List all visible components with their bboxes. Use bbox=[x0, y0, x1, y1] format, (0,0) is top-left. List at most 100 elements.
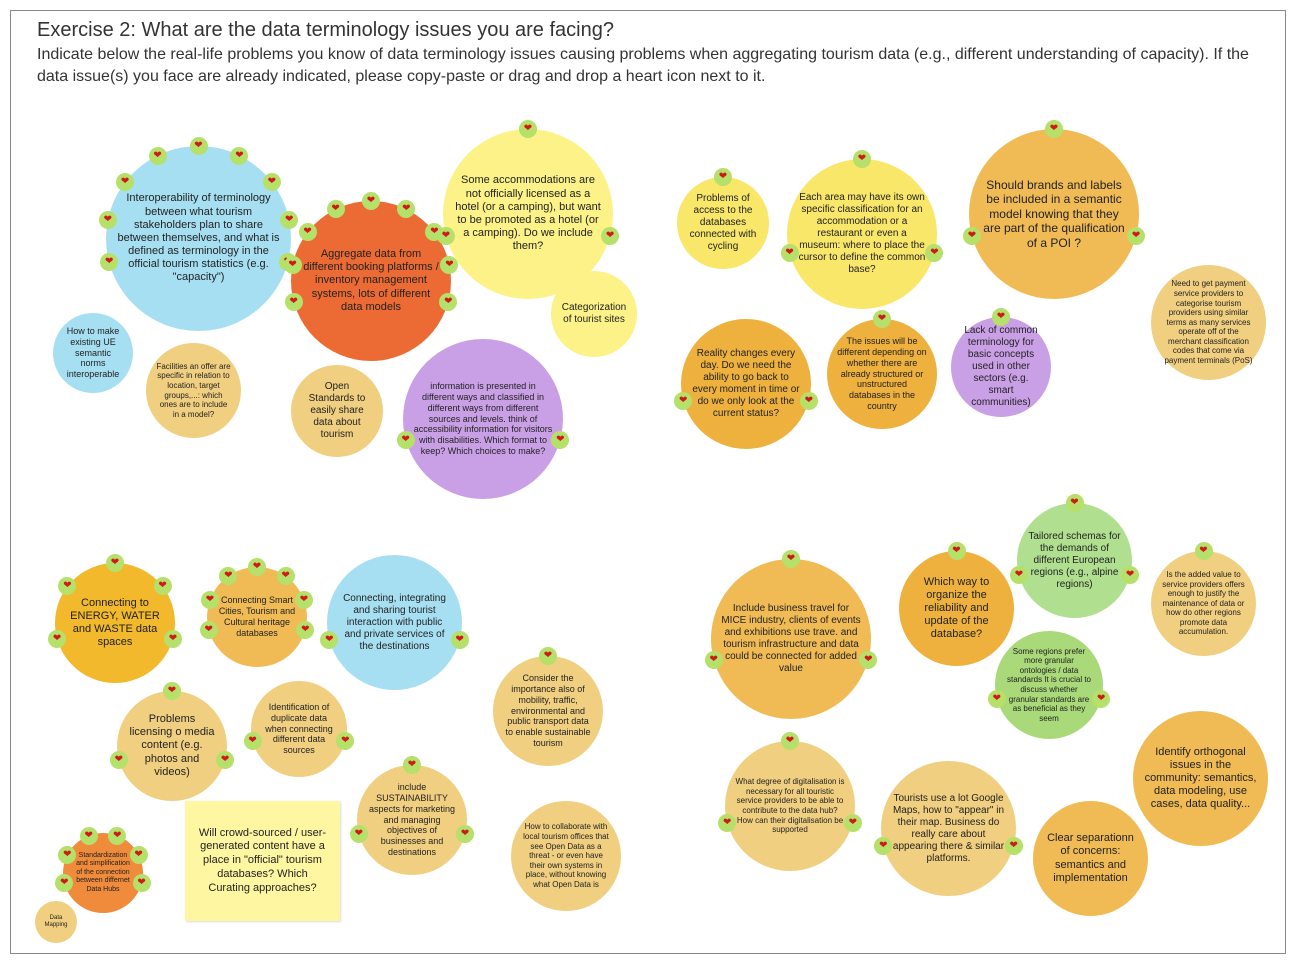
heart-icon[interactable] bbox=[154, 577, 172, 595]
bubble-reality-changes[interactable]: Reality changes every day. Do we need th… bbox=[681, 319, 811, 449]
bubble-duplicate-data[interactable]: Identification of duplicate data when co… bbox=[251, 681, 347, 777]
bubble-mobility-env-data[interactable]: Consider the importance also of mobility… bbox=[493, 656, 603, 766]
heart-icon[interactable] bbox=[992, 308, 1010, 326]
heart-icon[interactable] bbox=[539, 647, 557, 665]
heart-icon[interactable] bbox=[285, 293, 303, 311]
bubble-text: Clear separationn of concerns: semantics… bbox=[1043, 832, 1138, 885]
heart-icon[interactable] bbox=[1066, 494, 1084, 512]
heart-icon[interactable] bbox=[963, 227, 981, 245]
bubble-added-value-service[interactable]: Is the added value to service providers … bbox=[1151, 551, 1256, 656]
bubble-granular-ontologies[interactable]: Some regions prefer more granular ontolo… bbox=[995, 631, 1103, 739]
heart-icon[interactable] bbox=[873, 310, 891, 328]
heart-icon[interactable] bbox=[439, 293, 457, 311]
bubble-facilities[interactable]: Facilities an offer are specific in rela… bbox=[146, 343, 241, 438]
bubble-categorization-sites[interactable]: Categorization of tourist sites bbox=[551, 271, 637, 357]
heart-icon[interactable] bbox=[437, 227, 455, 245]
heart-icon[interactable] bbox=[988, 690, 1006, 708]
heart-icon[interactable] bbox=[48, 630, 66, 648]
heart-icon[interactable] bbox=[200, 621, 218, 639]
bubble-brands-labels[interactable]: Should brands and labels be included in … bbox=[969, 129, 1139, 299]
bubble-open-standards[interactable]: Open Standards to easily share data abou… bbox=[291, 365, 383, 457]
bubble-ue-norms[interactable]: How to make existing UE semantic norms i… bbox=[53, 313, 133, 393]
heart-icon[interactable] bbox=[244, 732, 262, 750]
heart-icon[interactable] bbox=[1121, 566, 1139, 584]
heart-icon[interactable] bbox=[362, 192, 380, 210]
heart-icon[interactable] bbox=[230, 147, 248, 165]
heart-icon[interactable] bbox=[163, 682, 181, 700]
bubble-payment-providers[interactable]: Need to get payment service providers to… bbox=[1151, 265, 1266, 380]
heart-icon[interactable] bbox=[705, 651, 723, 669]
heart-icon[interactable] bbox=[296, 621, 314, 639]
bubble-structured-vs-unstruct[interactable]: The issues will be different depending o… bbox=[827, 319, 937, 429]
heart-icon[interactable] bbox=[336, 732, 354, 750]
heart-icon[interactable] bbox=[106, 554, 124, 572]
heart-icon[interactable] bbox=[551, 431, 569, 449]
heart-icon[interactable] bbox=[781, 244, 799, 262]
heart-icon[interactable] bbox=[519, 120, 537, 138]
bubble-clear-separation[interactable]: Clear separationn of concerns: semantics… bbox=[1033, 801, 1148, 916]
heart-icon[interactable] bbox=[397, 431, 415, 449]
heart-icon[interactable] bbox=[80, 827, 98, 845]
bubble-standardization-hubs[interactable]: Standardization and simplification of th… bbox=[63, 833, 143, 913]
bubble-orthogonal-issues[interactable]: Identify orthogonal issues in the commun… bbox=[1133, 711, 1268, 846]
heart-icon[interactable] bbox=[299, 223, 317, 241]
heart-icon[interactable] bbox=[853, 150, 871, 168]
heart-icon[interactable] bbox=[130, 846, 148, 864]
bubble-text: Some regions prefer more granular ontolo… bbox=[1005, 647, 1093, 724]
heart-icon[interactable] bbox=[327, 200, 345, 218]
heart-icon[interactable] bbox=[350, 825, 368, 843]
heart-icon[interactable] bbox=[1127, 227, 1145, 245]
bubble-interoperability[interactable]: Interoperability of terminology between … bbox=[106, 146, 291, 331]
bubble-sustainability[interactable]: include SUSTAINABILITY aspects for marke… bbox=[357, 765, 467, 875]
heart-icon[interactable] bbox=[284, 256, 302, 274]
bubble-text: Facilities an offer are specific in rela… bbox=[156, 362, 231, 420]
bubble-licensing-media[interactable]: Problems licensing o media content (e.g.… bbox=[117, 691, 227, 801]
heart-icon[interactable] bbox=[925, 244, 943, 262]
heart-icon[interactable] bbox=[451, 631, 469, 649]
heart-icon[interactable] bbox=[456, 825, 474, 843]
heart-icon[interactable] bbox=[108, 827, 126, 845]
heart-icon[interactable] bbox=[149, 147, 167, 165]
heart-icon[interactable] bbox=[601, 227, 619, 245]
heart-icon[interactable] bbox=[844, 814, 862, 832]
bubble-dbs-cycling[interactable]: Problems of access to the databases conn… bbox=[677, 177, 769, 269]
heart-icon[interactable] bbox=[295, 591, 313, 609]
heart-icon[interactable] bbox=[190, 137, 208, 155]
heart-icon[interactable] bbox=[718, 814, 736, 832]
bubble-mice-business-travel[interactable]: Include business travel for MICE industr… bbox=[711, 559, 871, 719]
heart-icon[interactable] bbox=[948, 542, 966, 560]
heart-icon[interactable] bbox=[1195, 542, 1213, 560]
heart-icon[interactable] bbox=[263, 173, 281, 191]
heart-icon[interactable] bbox=[714, 168, 732, 186]
heart-icon[interactable] bbox=[164, 630, 182, 648]
heart-icon[interactable] bbox=[859, 651, 877, 669]
heart-icon[interactable] bbox=[674, 392, 692, 410]
bubble-lack-common-terms[interactable]: Lack of common terminology for basic con… bbox=[951, 317, 1051, 417]
heart-icon[interactable] bbox=[1005, 837, 1023, 855]
heart-icon[interactable] bbox=[277, 567, 295, 585]
bubble-area-classification[interactable]: Each area may have its own specific clas… bbox=[787, 159, 937, 309]
bubble-data-mapping[interactable]: Data Mapping bbox=[35, 901, 77, 943]
bubble-degree-digitalisation[interactable]: What degree of digitalisation is necessa… bbox=[725, 741, 855, 871]
heart-icon[interactable] bbox=[201, 591, 219, 609]
heart-icon[interactable] bbox=[133, 874, 151, 892]
bubble-text: Identification of duplicate data when co… bbox=[261, 702, 337, 756]
heart-icon[interactable] bbox=[800, 392, 818, 410]
bubble-which-way-organize[interactable]: Which way to organize the reliability an… bbox=[899, 551, 1014, 666]
heart-icon[interactable] bbox=[1045, 120, 1063, 138]
heart-icon[interactable] bbox=[403, 756, 421, 774]
heart-icon[interactable] bbox=[1092, 690, 1110, 708]
heart-icon[interactable] bbox=[280, 211, 298, 229]
heart-icon[interactable] bbox=[110, 751, 128, 769]
bubble-info-presented[interactable]: information is presented in different wa… bbox=[403, 339, 563, 499]
bubble-google-maps[interactable]: Tourists use a lot Google Maps, how to "… bbox=[881, 761, 1016, 896]
heart-icon[interactable] bbox=[781, 732, 799, 750]
heart-icon[interactable] bbox=[782, 550, 800, 568]
heart-icon[interactable] bbox=[216, 751, 234, 769]
bubble-tailored-schemas[interactable]: Tailored schemas for the demands of diff… bbox=[1017, 503, 1132, 618]
bubble-collab-local-offices[interactable]: How to collaborate with local tourism of… bbox=[511, 801, 621, 911]
bubble-connecting-public-priv[interactable]: Connecting, integrating and sharing tour… bbox=[327, 555, 462, 690]
sticky-crowd-sourced[interactable]: Will crowd-sourced / user-generated cont… bbox=[185, 801, 340, 921]
heart-icon[interactable] bbox=[248, 558, 266, 576]
bubble-text: Consider the importance also of mobility… bbox=[503, 673, 593, 749]
